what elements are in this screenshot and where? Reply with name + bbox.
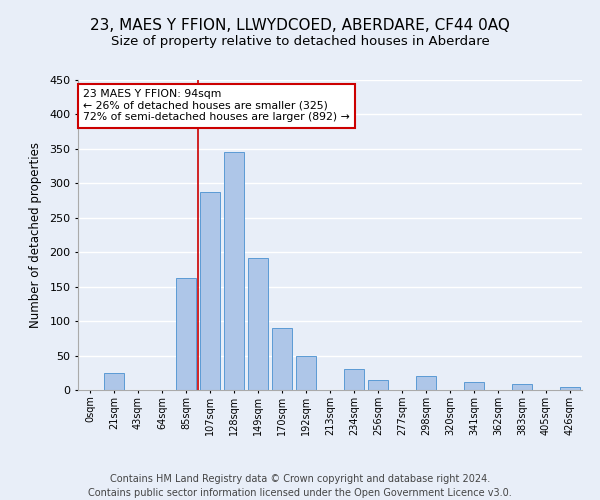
Bar (296, 356, 316, 390)
Y-axis label: Number of detached properties: Number of detached properties (29, 142, 42, 328)
Bar (272, 328, 292, 390)
Bar (464, 382, 484, 390)
Bar (248, 258, 268, 390)
Text: Contains HM Land Registry data © Crown copyright and database right 2024.
Contai: Contains HM Land Registry data © Crown c… (88, 474, 512, 498)
Text: 23, MAES Y FFION, LLWYDCOED, ABERDARE, CF44 0AQ: 23, MAES Y FFION, LLWYDCOED, ABERDARE, C… (90, 18, 510, 32)
Text: 23 MAES Y FFION: 94sqm
← 26% of detached houses are smaller (325)
72% of semi-de: 23 MAES Y FFION: 94sqm ← 26% of detached… (83, 90, 350, 122)
Bar (176, 278, 196, 390)
Bar (512, 384, 532, 390)
Text: Size of property relative to detached houses in Aberdare: Size of property relative to detached ho… (110, 35, 490, 48)
Bar (104, 373, 124, 390)
Bar (416, 376, 436, 390)
Bar (224, 152, 244, 390)
Bar (560, 386, 580, 390)
Bar (200, 192, 220, 390)
Bar (368, 380, 388, 390)
Bar (344, 370, 364, 390)
